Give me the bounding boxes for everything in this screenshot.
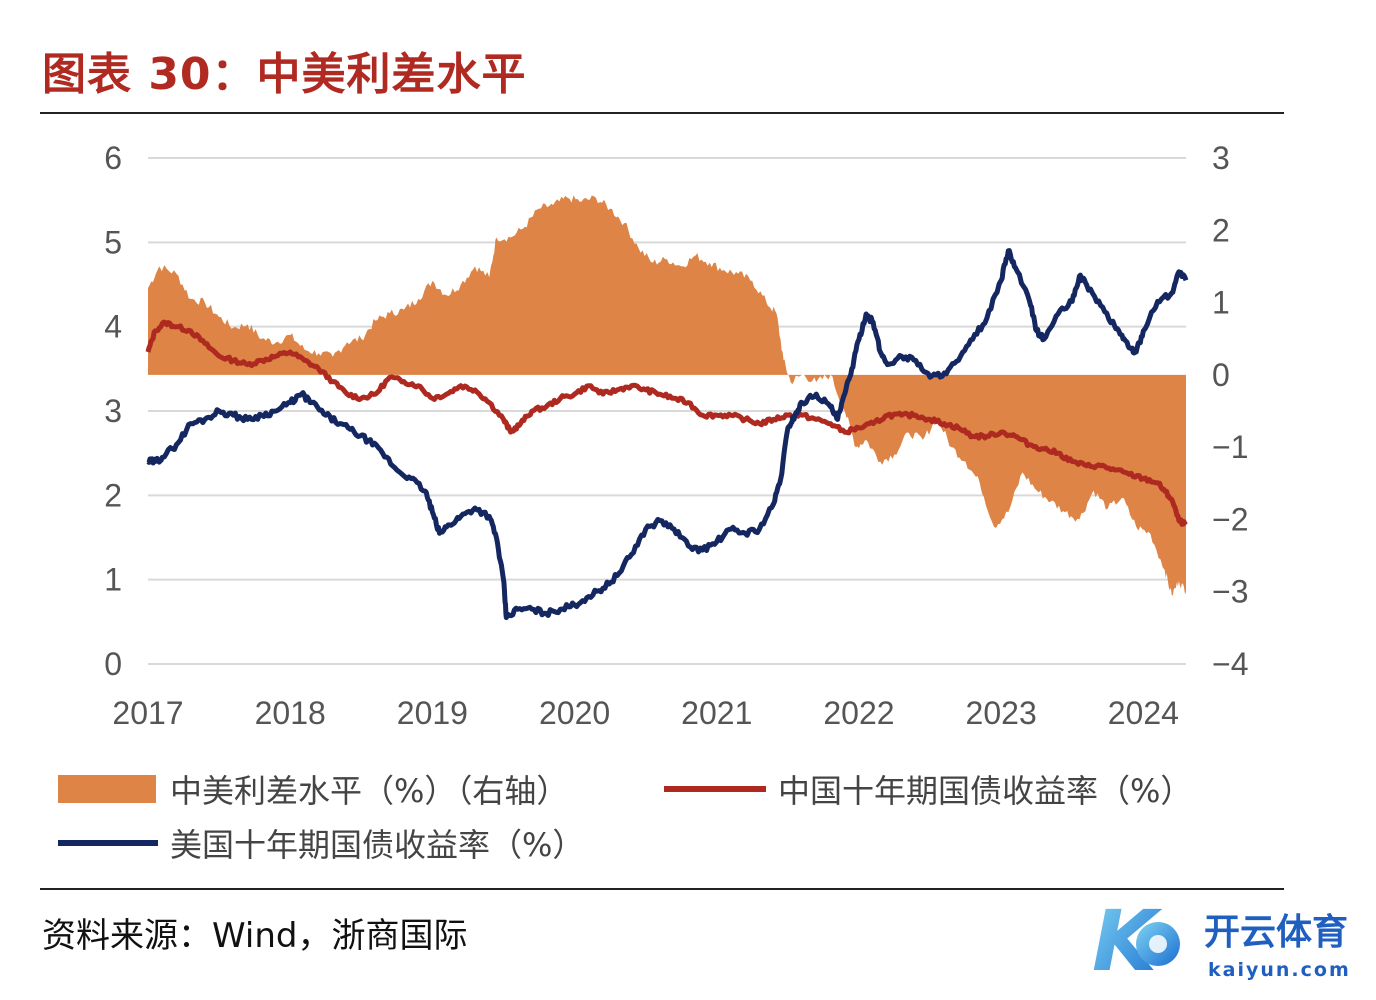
left-tick-label: 3	[104, 393, 122, 429]
right-tick-label: 1	[1212, 285, 1230, 321]
us-yield-line	[146, 248, 1189, 621]
left-tick-label: 0	[104, 646, 122, 682]
left-tick-label: 1	[104, 562, 122, 598]
x-tick-label: 2022	[823, 695, 894, 731]
x-tick-label: 2023	[966, 695, 1037, 731]
right-tick-label: −1	[1212, 429, 1248, 465]
bottom-rule	[40, 888, 1284, 890]
right-tick-label: −3	[1212, 574, 1248, 610]
top-rule	[40, 112, 1284, 114]
right-tick-label: 3	[1212, 140, 1230, 176]
source-note: 资料来源：Wind，浙商国际	[42, 916, 468, 956]
china-yield-line	[145, 319, 1188, 527]
left-tick-label: 4	[104, 309, 122, 345]
watermark-brand-en: kaiyun.com	[1208, 959, 1351, 981]
legend-label-china: 中国十年期国债收益率（%）	[778, 772, 1192, 810]
right-tick-label: −4	[1212, 646, 1248, 682]
kaiyun-watermark: K 开云体育 kaiyun.com	[1092, 896, 1351, 986]
left-tick-label: 2	[104, 477, 122, 513]
x-tick-label: 2017	[112, 695, 183, 731]
x-tick-label: 2018	[255, 695, 326, 731]
right-tick-label: 0	[1212, 357, 1230, 393]
left-tick-label: 6	[104, 140, 122, 176]
x-tick-label: 2021	[681, 695, 752, 731]
chart-title: 图表 30：中美利差水平	[42, 49, 527, 100]
watermark-brand-cn: 开云体育	[1204, 912, 1348, 953]
legend-label-spread: 中美利差水平（%）（右轴）	[170, 772, 568, 810]
legend-swatch-spread	[58, 775, 156, 803]
left-axis: 0 1 2 3 4 5 6	[104, 140, 122, 682]
x-tick-label: 2024	[1108, 695, 1179, 731]
yield-lines-layer	[145, 248, 1189, 621]
legend: 中美利差水平（%）（右轴） 中国十年期国债收益率（%） 美国十年期国债收益率（%…	[58, 772, 1192, 864]
x-axis: 2017 2018 2019 2020 2021 2022 2023 2024	[112, 695, 1179, 731]
x-tick-label: 2020	[539, 695, 610, 731]
x-tick-label: 2019	[397, 695, 468, 731]
spread-area-layer	[148, 195, 1186, 596]
spread-area	[148, 195, 1186, 596]
right-tick-label: −2	[1212, 501, 1248, 537]
legend-label-us: 美国十年期国债收益率（%）	[170, 826, 584, 864]
right-axis: −4 −3 −2 −1 0 1 2 3	[1212, 140, 1248, 682]
left-tick-label: 5	[104, 224, 122, 260]
chart-svg: 0 1 2 3 4 5 6 −4 −3 −2 −1 0 1 2 3 2017 2018 2019 2020 202…	[58, 140, 1248, 864]
right-tick-label: 2	[1212, 212, 1230, 248]
